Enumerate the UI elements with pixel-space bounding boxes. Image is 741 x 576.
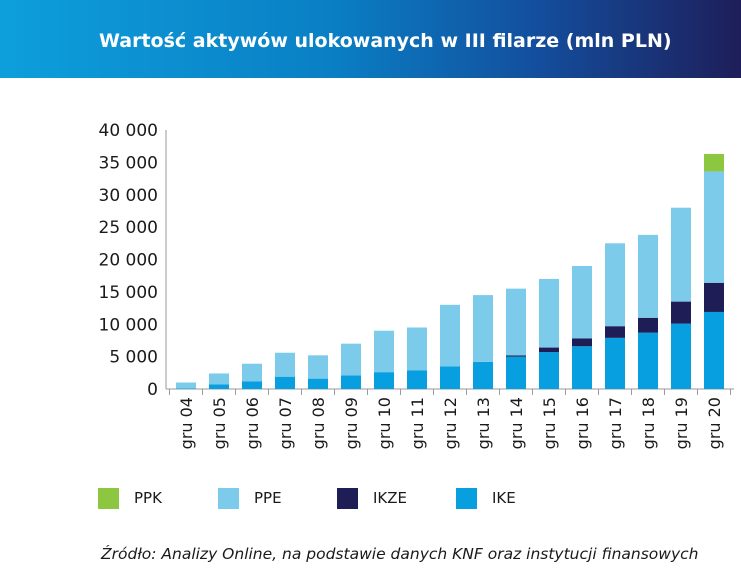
- x-tick-label: gru 17: [606, 397, 625, 449]
- y-tick-label: 40 000: [99, 121, 158, 141]
- stacked-bar-chart: 0 5 000 10 000 15 000 20 000 25 000 30 000 35 0…: [99, 121, 734, 449]
- bar-ppe-gru-07: [275, 352, 295, 377]
- chart-legend: PPK PPE IKZE IKE: [0, 486, 741, 514]
- legend-swatch-ppk: [98, 488, 119, 509]
- x-tick-label: gru 18: [639, 397, 658, 449]
- bar-ike-gru-13: [473, 361, 493, 389]
- bar-ikze-gru-20: [704, 282, 724, 312]
- bar-ikze-gru-17: [605, 326, 625, 338]
- bar-ikze-gru-19: [671, 301, 691, 324]
- x-tick-label: gru 13: [474, 397, 493, 449]
- bar-ikze-gru-15: [539, 347, 559, 353]
- bar-ike-gru-11: [407, 370, 427, 389]
- x-tick-label: gru 10: [375, 397, 394, 449]
- x-tick-label: gru 14: [507, 397, 526, 449]
- bar-ppe-gru-08: [308, 355, 328, 379]
- title-banner: Wartość aktywów ulokowanych w III filarz…: [0, 0, 741, 78]
- bar-ppe-gru-11: [407, 327, 427, 371]
- x-tick-label: gru 12: [441, 397, 460, 449]
- bar-ppe-gru-04: [176, 382, 196, 389]
- bar-ppe-gru-17: [605, 243, 625, 327]
- y-tick-label: 10 000: [99, 315, 158, 335]
- bar-ppe-gru-09: [341, 343, 361, 376]
- legend-label-ike: IKE: [492, 489, 516, 507]
- y-tick-label: 30 000: [99, 186, 158, 206]
- x-tick-label: gru 16: [573, 397, 592, 449]
- bar-ike-gru-10: [374, 372, 394, 389]
- bar-ikze-gru-18: [638, 317, 658, 333]
- bar-ike-gru-19: [671, 323, 691, 389]
- bar-ppe-gru-20: [704, 171, 724, 283]
- bar-ike-gru-05: [209, 384, 229, 389]
- bar-ppe-gru-06: [242, 363, 262, 382]
- x-tick-label: gru 07: [276, 397, 295, 449]
- x-tick-label: gru 09: [342, 397, 361, 449]
- bar-ppe-gru-16: [572, 265, 592, 339]
- x-tick-label: gru 06: [243, 397, 262, 449]
- x-tick-label: gru 11: [408, 397, 427, 449]
- bar-ike-gru-06: [242, 381, 262, 389]
- bar-ike-gru-08: [308, 378, 328, 389]
- bar-ppe-gru-12: [440, 304, 460, 367]
- bar-ppe-gru-15: [539, 278, 559, 348]
- bar-ike-gru-15: [539, 352, 559, 389]
- chart-title: Wartość aktywów ulokowanych w III filarz…: [99, 30, 672, 52]
- bar-ike-gru-12: [440, 366, 460, 389]
- bar-ppe-gru-14: [506, 288, 526, 356]
- x-tick-label: gru 15: [540, 397, 559, 449]
- bar-ike-gru-20: [704, 311, 724, 389]
- bar-ike-gru-14: [506, 356, 526, 389]
- bar-ike-gru-07: [275, 376, 295, 389]
- source-note: Źródło: Analizy Online, na podstawie dan…: [101, 545, 699, 563]
- bar-ike-gru-04: [176, 388, 196, 389]
- bar-ppe-gru-10: [374, 330, 394, 373]
- bar-ike-gru-17: [605, 337, 625, 389]
- bar-ppe-gru-18: [638, 234, 658, 318]
- legend-label-ikze: IKZE: [373, 489, 408, 507]
- bar-ike-gru-18: [638, 332, 658, 389]
- y-tick-label: 20 000: [99, 251, 158, 271]
- bar-ppe-gru-13: [473, 295, 493, 362]
- bar-ike-gru-09: [341, 375, 361, 389]
- y-tick-label: 25 000: [99, 218, 158, 238]
- y-tick-label: 5 000: [109, 348, 158, 368]
- bar-ike-gru-16: [572, 346, 592, 389]
- y-tick-label: 35 000: [99, 153, 158, 173]
- x-tick-label: gru 19: [672, 397, 691, 449]
- legend-swatch-ppe: [218, 488, 239, 509]
- legend-swatch-ikze: [337, 488, 358, 509]
- bar-ikze-gru-14: [506, 355, 526, 357]
- y-tick-label: 15 000: [99, 283, 158, 303]
- bar-ikze-gru-16: [572, 338, 592, 347]
- bar-ppk-gru-20: [704, 153, 724, 172]
- legend-label-ppe: PPE: [254, 489, 282, 507]
- x-tick-label: gru 08: [309, 397, 328, 449]
- legend-swatch-ike: [456, 488, 477, 509]
- x-tick-label: gru 05: [210, 397, 229, 449]
- legend-label-ppk: PPK: [134, 489, 162, 507]
- x-tick-label: gru 04: [177, 397, 196, 449]
- bar-ppe-gru-05: [209, 373, 229, 385]
- bar-ppe-gru-19: [671, 207, 691, 302]
- x-tick-label: gru 20: [705, 397, 724, 449]
- y-tick-label: 0: [147, 380, 158, 400]
